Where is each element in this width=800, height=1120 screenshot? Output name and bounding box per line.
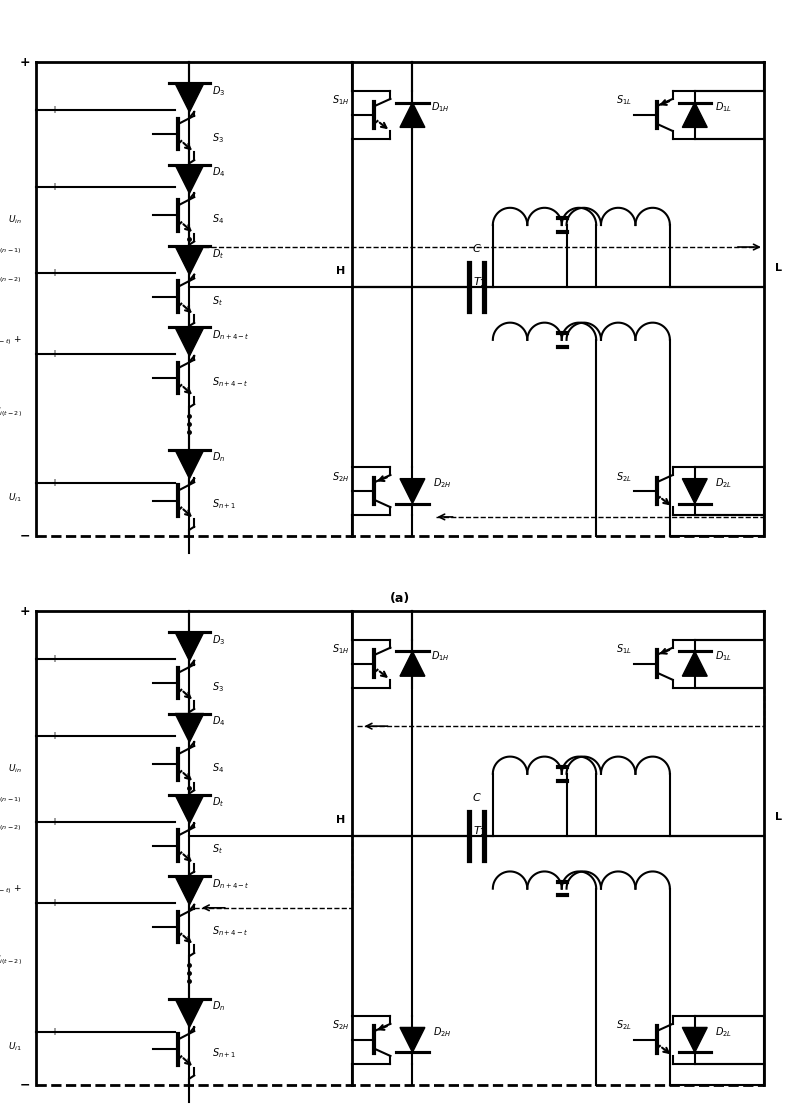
Text: +: + (19, 56, 30, 68)
Text: +: + (50, 181, 58, 192)
Text: $U_{i(n-1)}$: $U_{i(n-1)}$ (0, 242, 22, 255)
Text: $S_3$: $S_3$ (213, 680, 224, 693)
Text: L: L (775, 263, 782, 273)
Text: +: + (50, 105, 58, 115)
Text: $C$: $C$ (472, 242, 482, 254)
Text: $T_1$: $T_1$ (473, 276, 486, 289)
Polygon shape (400, 1027, 425, 1053)
Polygon shape (682, 652, 707, 676)
Text: $D_{2L}$: $D_{2L}$ (715, 1025, 732, 1039)
Text: $D_{1H}$: $D_{1H}$ (430, 650, 450, 663)
Text: $D_4$: $D_4$ (213, 166, 226, 179)
Text: $U_{in}$: $U_{in}$ (8, 763, 22, 775)
Text: +: + (50, 730, 58, 740)
Text: $S_{2H}$: $S_{2H}$ (332, 1018, 350, 1033)
Text: $D_3$: $D_3$ (213, 633, 226, 646)
Text: $D_t$: $D_t$ (213, 795, 225, 810)
Text: $D_n$: $D_n$ (213, 999, 226, 1014)
Text: +: + (50, 1027, 58, 1037)
Text: $D_{1L}$: $D_{1L}$ (715, 650, 732, 663)
Text: $T_1$: $T_1$ (473, 824, 486, 838)
Polygon shape (175, 165, 204, 194)
Text: $U_{i1}$: $U_{i1}$ (8, 492, 22, 504)
Polygon shape (175, 246, 204, 274)
Polygon shape (175, 327, 204, 356)
Text: $S_t$: $S_t$ (213, 842, 223, 857)
Polygon shape (682, 478, 707, 504)
Text: $U_{i(n+2-t)}$ +: $U_{i(n+2-t)}$ + (0, 333, 22, 347)
Text: $S_{n+4-t}$: $S_{n+4-t}$ (213, 924, 249, 937)
Text: $D_{2L}$: $D_{2L}$ (715, 476, 732, 491)
Text: $U_{i(n-2)}$: $U_{i(n-2)}$ (0, 271, 22, 284)
Text: $S_{2H}$: $S_{2H}$ (332, 469, 350, 484)
Text: $D_{1H}$: $D_{1H}$ (430, 101, 450, 114)
Text: $U_{i(n-2)}$: $U_{i(n-2)}$ (0, 820, 22, 833)
Text: H: H (336, 265, 346, 276)
Polygon shape (400, 652, 425, 676)
Text: H: H (336, 814, 346, 824)
Text: $S_{n+1}$: $S_{n+1}$ (213, 1046, 237, 1061)
Text: +: + (19, 605, 30, 617)
Text: $U_{i(n+2-t)}$ +: $U_{i(n+2-t)}$ + (0, 881, 22, 896)
Text: +: + (50, 268, 58, 278)
Text: $D_{n+4-t}$: $D_{n+4-t}$ (213, 877, 250, 890)
Text: $C$: $C$ (472, 791, 482, 803)
Text: $D_3$: $D_3$ (213, 84, 226, 97)
Text: $D_4$: $D_4$ (213, 715, 226, 728)
Text: −: − (19, 530, 30, 542)
Text: $S_4$: $S_4$ (213, 762, 225, 775)
Polygon shape (175, 999, 204, 1027)
Polygon shape (175, 713, 204, 743)
Polygon shape (175, 450, 204, 478)
Text: $U_{in}$: $U_{in}$ (8, 214, 22, 226)
Text: $S_{1L}$: $S_{1L}$ (616, 643, 632, 656)
Text: $U_{i(n-1)}$: $U_{i(n-1)}$ (0, 791, 22, 804)
Polygon shape (175, 876, 204, 905)
Text: +: + (50, 816, 58, 827)
Text: $D_{2H}$: $D_{2H}$ (433, 1025, 451, 1039)
Text: (a): (a) (390, 591, 410, 605)
Text: $S_{2L}$: $S_{2L}$ (616, 1018, 632, 1033)
Polygon shape (400, 103, 425, 128)
Text: $D_{n+4-t}$: $D_{n+4-t}$ (213, 328, 250, 342)
Text: $S_{2L}$: $S_{2L}$ (616, 469, 632, 484)
Text: +: + (50, 898, 58, 908)
Text: $S_{n+4-t}$: $S_{n+4-t}$ (213, 375, 249, 389)
Polygon shape (175, 83, 204, 112)
Polygon shape (400, 478, 425, 504)
Text: $D_{2H}$: $D_{2H}$ (433, 476, 451, 491)
Text: $S_{1H}$: $S_{1H}$ (332, 643, 350, 656)
Text: $S_3$: $S_3$ (213, 131, 224, 144)
Polygon shape (682, 103, 707, 128)
Polygon shape (682, 1027, 707, 1053)
Text: $S_{1L}$: $S_{1L}$ (616, 94, 632, 108)
Text: +: + (50, 349, 58, 360)
Text: $D_{1L}$: $D_{1L}$ (715, 101, 732, 114)
Text: $S_{1H}$: $S_{1H}$ (332, 94, 350, 108)
Text: $S_4$: $S_4$ (213, 213, 225, 226)
Text: $U_{i1}$: $U_{i1}$ (8, 1040, 22, 1053)
Text: $U_{i(t-2)}$: $U_{i(t-2)}$ (0, 953, 22, 968)
Polygon shape (175, 632, 204, 661)
Text: −: − (19, 1079, 30, 1091)
Text: $S_t$: $S_t$ (213, 293, 223, 308)
Text: L: L (775, 812, 782, 822)
Text: $D_t$: $D_t$ (213, 246, 225, 261)
Polygon shape (175, 795, 204, 823)
Text: +: + (50, 654, 58, 664)
Text: $D_n$: $D_n$ (213, 450, 226, 465)
Text: +: + (50, 478, 58, 488)
Text: $U_{i(t-2)}$: $U_{i(t-2)}$ (0, 404, 22, 419)
Text: $S_{n+1}$: $S_{n+1}$ (213, 497, 237, 512)
